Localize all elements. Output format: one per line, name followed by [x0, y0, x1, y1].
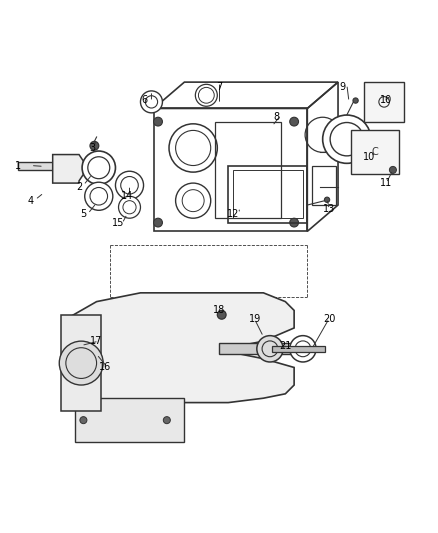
Text: 2: 2: [76, 182, 82, 192]
Circle shape: [163, 417, 170, 424]
Circle shape: [115, 171, 143, 199]
Bar: [350, 131, 399, 174]
Circle shape: [80, 417, 87, 424]
Bar: [18, 162, 70, 170]
Text: 13: 13: [322, 205, 335, 214]
Circle shape: [256, 336, 283, 362]
Circle shape: [153, 117, 162, 126]
Text: 11: 11: [379, 178, 392, 188]
Circle shape: [217, 310, 226, 319]
Text: 7: 7: [216, 82, 222, 92]
Text: 18: 18: [213, 305, 225, 316]
Bar: [364, 82, 403, 122]
Text: 15: 15: [112, 217, 124, 228]
Text: 6: 6: [141, 95, 148, 104]
Circle shape: [140, 91, 162, 113]
Bar: [232, 170, 302, 218]
Circle shape: [85, 182, 113, 211]
Bar: [272, 345, 324, 352]
Text: 1: 1: [14, 160, 21, 171]
Text: 16: 16: [99, 362, 111, 373]
Text: 8: 8: [273, 112, 279, 122]
Circle shape: [82, 151, 115, 184]
Circle shape: [90, 141, 99, 150]
Text: 4: 4: [28, 196, 34, 206]
Circle shape: [289, 218, 298, 227]
Circle shape: [118, 196, 140, 218]
Text: 5: 5: [80, 209, 86, 219]
Circle shape: [322, 115, 370, 163]
Text: 10: 10: [362, 152, 374, 161]
Text: 14: 14: [121, 191, 133, 201]
Bar: [219, 343, 307, 354]
Text: 21: 21: [279, 341, 291, 351]
Circle shape: [352, 98, 357, 103]
Circle shape: [289, 117, 298, 126]
Polygon shape: [66, 293, 293, 402]
Text: 10: 10: [379, 95, 392, 104]
Bar: [74, 398, 184, 442]
Text: 3: 3: [89, 143, 95, 153]
Circle shape: [59, 341, 103, 385]
Bar: [228, 166, 307, 223]
Bar: [153, 108, 307, 231]
Text: 17: 17: [90, 336, 102, 346]
Polygon shape: [53, 155, 83, 183]
Circle shape: [153, 218, 162, 227]
Circle shape: [195, 84, 217, 106]
Text: 12: 12: [226, 209, 238, 219]
Text: 9: 9: [339, 82, 345, 92]
Circle shape: [389, 166, 396, 173]
Bar: [215, 122, 280, 218]
Text: C: C: [371, 147, 378, 157]
Circle shape: [289, 336, 315, 362]
Bar: [311, 166, 335, 205]
Text: 19: 19: [248, 314, 260, 324]
Bar: [61, 315, 101, 411]
Circle shape: [324, 197, 329, 203]
Text: 20: 20: [322, 314, 335, 324]
